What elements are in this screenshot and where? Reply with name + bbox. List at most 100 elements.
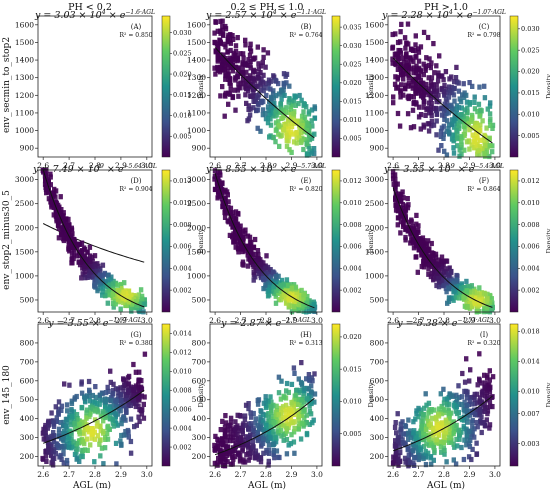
data-point xyxy=(279,96,284,102)
data-point xyxy=(263,428,268,434)
data-point xyxy=(390,56,395,62)
data-point xyxy=(271,451,276,457)
data-point xyxy=(426,106,431,112)
data-point xyxy=(399,82,404,88)
data-point xyxy=(228,87,233,93)
data-point xyxy=(218,172,223,178)
data-point xyxy=(279,422,284,428)
data-point xyxy=(134,302,139,308)
data-point xyxy=(141,401,146,407)
y-tick-label: 200 xyxy=(192,452,207,461)
data-point xyxy=(69,422,74,428)
data-point xyxy=(250,450,255,456)
data-point xyxy=(306,109,312,115)
data-point xyxy=(56,235,62,241)
data-point xyxy=(446,286,451,292)
data-point xyxy=(61,451,66,457)
data-point xyxy=(426,75,431,81)
data-point xyxy=(462,414,467,420)
data-point xyxy=(472,94,477,100)
data-point xyxy=(419,80,424,86)
data-point xyxy=(103,434,108,441)
data-point xyxy=(74,441,79,447)
data-point xyxy=(82,395,88,401)
data-point xyxy=(261,260,266,266)
data-point xyxy=(233,235,238,241)
data-point xyxy=(103,279,108,285)
data-point xyxy=(482,95,488,101)
data-point xyxy=(48,171,53,177)
data-point xyxy=(128,450,134,456)
data-point xyxy=(470,417,475,424)
data-point xyxy=(213,433,218,439)
data-point xyxy=(108,409,113,415)
data-point xyxy=(123,429,128,435)
data-point xyxy=(132,424,137,430)
data-point xyxy=(110,281,115,287)
data-point xyxy=(311,146,317,152)
y-tick-label: 500 xyxy=(192,395,207,404)
data-point xyxy=(294,290,299,296)
y-tick-label: 2500 xyxy=(15,199,34,208)
data-point xyxy=(439,254,445,260)
data-point xyxy=(461,113,466,119)
data-point xyxy=(107,416,113,422)
y-tick-label: 1100 xyxy=(365,108,384,117)
data-point xyxy=(490,149,495,155)
data-point xyxy=(265,398,271,404)
data-point xyxy=(301,292,306,298)
data-point xyxy=(87,389,92,395)
data-point xyxy=(464,403,470,409)
data-point xyxy=(213,71,218,77)
data-point xyxy=(240,60,245,66)
data-point xyxy=(431,122,437,128)
data-point xyxy=(215,53,220,59)
data-point xyxy=(43,422,48,429)
data-point xyxy=(474,451,480,457)
data-point xyxy=(302,386,307,392)
data-point xyxy=(408,125,414,131)
colorbar-tick-label: 0.008 xyxy=(343,221,362,229)
equation-rate: −1.67·AGL xyxy=(108,317,141,324)
data-point xyxy=(401,71,406,77)
panels-group: 2.6 2.7 2.8 2.9 3.09001000110012001300140015… xyxy=(15,8,550,479)
data-point xyxy=(296,302,302,308)
data-point xyxy=(455,131,460,137)
data-point xyxy=(212,442,217,448)
data-point xyxy=(136,395,141,401)
colorbar-tick-label: 0.005 xyxy=(343,430,362,438)
data-point xyxy=(49,460,54,466)
data-point xyxy=(274,408,279,414)
data-point xyxy=(65,438,70,444)
data-point xyxy=(256,270,261,277)
data-point xyxy=(299,381,305,387)
data-point xyxy=(469,283,474,289)
data-point xyxy=(122,382,127,388)
data-point xyxy=(241,73,246,79)
data-point xyxy=(266,462,271,468)
data-point xyxy=(403,459,408,465)
data-point xyxy=(312,104,317,110)
data-point xyxy=(56,206,61,212)
data-point xyxy=(426,400,432,406)
data-point xyxy=(115,411,121,417)
colorbar-tick-label: 0.030 xyxy=(521,25,540,33)
y-tick-label: 400 xyxy=(20,414,35,423)
data-point xyxy=(286,302,292,308)
data-point xyxy=(415,269,420,275)
data-point xyxy=(67,235,72,241)
data-point xyxy=(423,462,429,468)
data-point xyxy=(478,107,483,113)
data-point xyxy=(137,308,142,315)
data-point xyxy=(304,151,310,157)
y-tick-label: 300 xyxy=(370,433,385,442)
data-point xyxy=(286,421,291,427)
data-point xyxy=(428,96,433,102)
colorbar-tick-label: 0.014 xyxy=(521,358,540,366)
data-point xyxy=(80,420,85,426)
data-point xyxy=(395,110,401,117)
data-point xyxy=(87,272,92,279)
data-point xyxy=(406,75,411,81)
data-point xyxy=(107,426,112,432)
